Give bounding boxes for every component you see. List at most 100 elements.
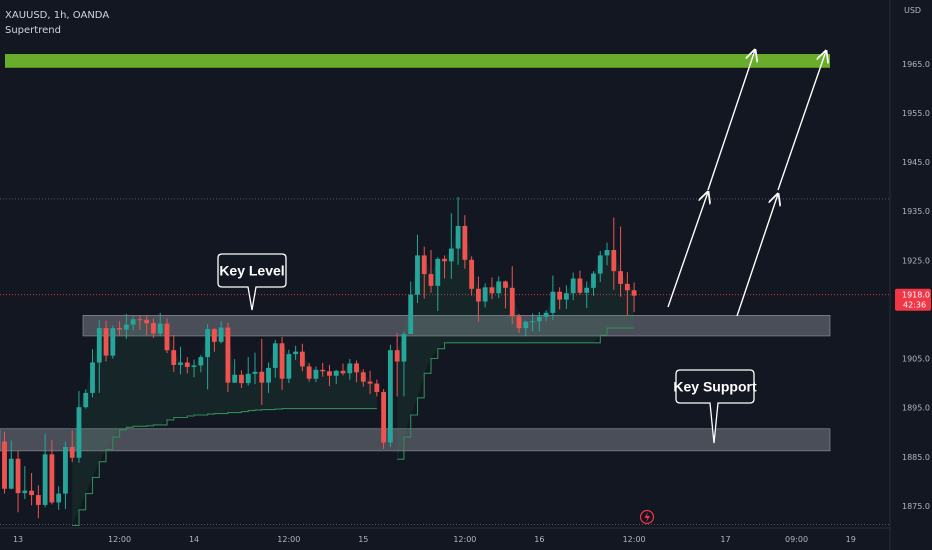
key-support-callout[interactable]: Key Support	[673, 369, 757, 444]
candle	[49, 440, 55, 505]
candle-body	[631, 290, 637, 296]
lightning-icon	[644, 512, 650, 523]
key-support-zone[interactable]	[0, 428, 831, 452]
key-level-callout[interactable]: Key Level	[217, 253, 287, 311]
candle-body	[482, 287, 488, 302]
candle	[327, 364, 332, 387]
event-marker[interactable]	[639, 509, 655, 525]
y-tick-label: 1905.0	[902, 355, 930, 364]
candle	[374, 379, 380, 397]
candle-body	[503, 281, 508, 288]
key-level-callout-bubble	[217, 253, 287, 311]
candle-body	[618, 271, 623, 284]
candle-body	[591, 273, 596, 288]
candle	[340, 363, 346, 376]
candle-body	[530, 321, 535, 323]
indicator-label: Supertrend	[5, 25, 61, 36]
candle-body	[387, 350, 393, 443]
candle	[157, 312, 163, 336]
candle	[347, 359, 353, 380]
candle	[442, 255, 447, 279]
key-level-callout-text: Key Level	[219, 263, 284, 279]
supertrend-fill-1	[72, 319, 377, 526]
x-tick-label: 12:00	[108, 535, 131, 544]
candle-body	[564, 293, 569, 300]
candle-body	[476, 288, 481, 302]
y-tick-label: 1965.0	[902, 60, 930, 69]
candle-body	[272, 343, 278, 368]
candle	[232, 359, 238, 384]
candle-body	[76, 407, 82, 458]
candle-body	[63, 446, 68, 494]
candle	[503, 280, 508, 309]
candle-body	[469, 259, 475, 289]
candle-body	[543, 312, 549, 317]
candle-body	[35, 495, 41, 505]
candle	[56, 486, 62, 510]
candle	[151, 318, 156, 338]
x-tick-label: 12:00	[277, 535, 300, 544]
candle	[367, 370, 373, 394]
target-zone[interactable]	[5, 54, 830, 68]
y-tick-label: 1935.0	[902, 207, 930, 216]
candle-body	[340, 370, 346, 374]
candle	[123, 313, 129, 339]
key-level-zone[interactable]	[82, 315, 831, 337]
candle-body	[570, 278, 576, 294]
candle-body	[611, 250, 617, 272]
candle-body	[415, 255, 420, 295]
projection-arrow[interactable]	[777, 51, 826, 191]
candle-body	[178, 362, 183, 365]
candle	[171, 334, 177, 372]
candle-body	[8, 458, 14, 489]
key-support-callout-bubble	[675, 369, 755, 444]
candle-body	[381, 391, 387, 443]
candle	[543, 310, 549, 322]
candle	[313, 366, 319, 383]
candle-body	[509, 287, 515, 317]
x-tick-label: 13	[13, 535, 23, 544]
candle	[333, 369, 339, 385]
candle-body	[489, 287, 495, 294]
candle-body	[374, 383, 380, 392]
candle	[286, 349, 292, 384]
candle-body	[22, 490, 28, 494]
candle	[421, 246, 427, 299]
candle-body	[103, 328, 109, 356]
candle	[225, 322, 231, 392]
candle-body	[218, 327, 224, 342]
y-tick-label: 1945.0	[902, 158, 930, 167]
candle	[29, 472, 34, 506]
projection-arrow[interactable]	[667, 192, 708, 308]
candle	[205, 324, 210, 390]
candle	[360, 369, 366, 387]
candle	[198, 355, 204, 373]
last-price-value: 1918.0	[902, 291, 930, 300]
x-tick-label: 15	[358, 535, 368, 544]
candle-body	[428, 274, 434, 286]
projection-arrow[interactable]	[736, 194, 778, 317]
candle	[211, 328, 217, 352]
x-tick-label: 14	[189, 535, 199, 544]
candle	[96, 320, 102, 393]
candle-body	[293, 351, 299, 355]
candle	[476, 276, 481, 322]
key-support-callout-text: Key Support	[673, 379, 757, 395]
candle-body	[408, 294, 414, 334]
candle	[245, 357, 251, 386]
projection-arrow[interactable]	[707, 50, 755, 191]
candle	[536, 311, 542, 332]
candle-body	[299, 351, 305, 367]
candle	[15, 450, 21, 513]
candle-body	[198, 357, 204, 366]
candle-body	[232, 374, 238, 383]
candle	[69, 430, 75, 463]
candle	[415, 234, 420, 304]
candle-body	[69, 446, 75, 458]
candle	[83, 389, 89, 409]
candle	[381, 389, 387, 449]
candle	[76, 390, 82, 463]
candle-body	[266, 367, 271, 383]
candle	[117, 321, 122, 336]
